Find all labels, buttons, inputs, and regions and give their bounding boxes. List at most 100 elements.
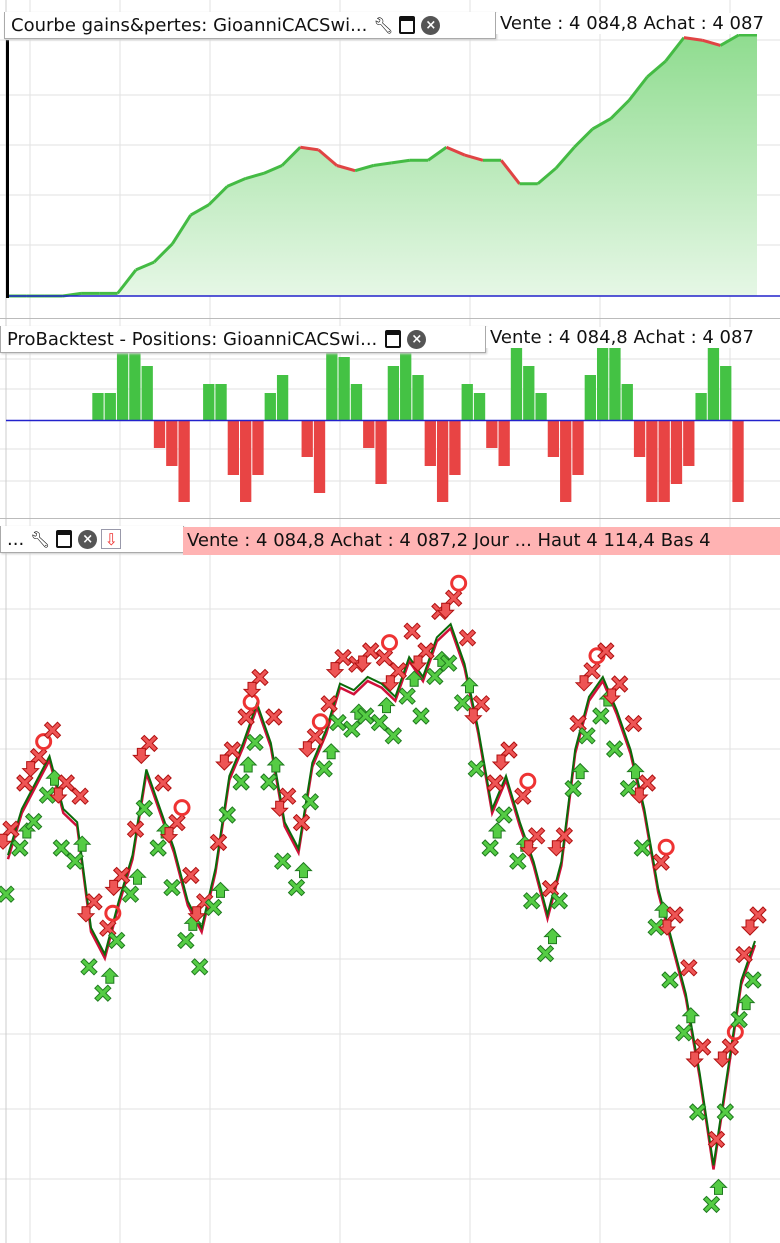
buy-exit-marker [633, 839, 652, 857]
buy-arrow-marker [709, 1178, 728, 1195]
window-icon[interactable] [397, 15, 417, 35]
buy-exit-marker [384, 727, 403, 745]
sell-exit-marker [458, 629, 477, 647]
stop-marker [450, 574, 468, 592]
stop-marker [311, 713, 329, 731]
buy-exit-marker [688, 1103, 707, 1121]
buy-arrow-marker [681, 1007, 701, 1024]
positions-readout: Vente : 4 084,8 Achat : 4 087 [486, 327, 758, 348]
sell-arrow-marker [21, 761, 40, 778]
close-icon[interactable]: × [78, 529, 98, 549]
position-bar [276, 375, 289, 420]
equity-segment [536, 166, 558, 185]
buy-exit-marker [453, 694, 472, 712]
buy-exit-marker [121, 885, 140, 903]
buy-exit-marker [24, 812, 43, 831]
position-bar [412, 375, 424, 420]
sell-exit-marker [735, 945, 753, 964]
equity-segment [664, 36, 686, 63]
buy-exit-marker [80, 958, 98, 976]
buy-exit-marker [94, 984, 112, 1002]
buy-arrow-marker [404, 670, 424, 687]
price-header[interactable]: ... 🔧︎ × ⇩ [0, 526, 184, 553]
price-panel: ... 🔧︎ × ⇩ Vente : 4 084,8 Achat : 4 087… [0, 518, 780, 1243]
position-bar [449, 421, 461, 475]
close-icon[interactable]: × [407, 329, 427, 349]
sell-exit-marker [126, 820, 145, 838]
stop-marker [35, 733, 53, 751]
buy-exit-marker [107, 931, 126, 950]
window-icon[interactable] [54, 529, 74, 549]
position-bar [621, 384, 633, 420]
sell-exit-marker [209, 833, 228, 852]
equity-segment [391, 158, 411, 165]
sell-arrow-marker [325, 662, 345, 679]
buy-exit-marker [619, 779, 638, 798]
equity-segment [280, 146, 302, 167]
buy-exit-marker [66, 852, 84, 870]
wrench-icon[interactable]: 🔧︎ [30, 529, 51, 549]
buy-exit-marker [412, 707, 430, 725]
equity-title: Courbe gains&pertes: GioanniCACSwi... [11, 14, 368, 36]
position-bar [646, 421, 658, 502]
position-bar [129, 348, 141, 420]
price-chart [0, 519, 780, 1243]
buy-exit-marker [260, 773, 278, 791]
sell-exit-marker [182, 866, 200, 885]
equity-segment [116, 268, 138, 295]
stop-marker [657, 838, 675, 856]
equity-segment [445, 145, 466, 157]
sell-exit-marker [16, 774, 34, 792]
equity-segment [683, 36, 703, 42]
stop-marker [519, 772, 537, 790]
sell-arrow-marker [519, 840, 538, 857]
buy-exit-marker [509, 852, 527, 870]
buy-exit-marker [204, 898, 223, 917]
position-bar [436, 421, 449, 502]
buy-exit-marker [232, 773, 250, 791]
buy-arrow-marker [266, 756, 286, 773]
position-bar [707, 348, 720, 420]
buy-arrow-marker [72, 835, 92, 852]
buy-exit-marker [11, 839, 29, 857]
sell-arrow-marker [574, 675, 594, 692]
equity-chart [0, 0, 780, 318]
position-bar [252, 421, 264, 475]
equity-panel: Courbe gains&pertes: GioanniCACSwi... 🔧︎… [0, 0, 780, 318]
buy-exit-marker [578, 727, 596, 745]
buy-exit-marker [592, 707, 610, 725]
buy-exit-marker [522, 892, 541, 910]
positions-header[interactable]: ProBacktest - Positions: GioanniCACSwi..… [0, 326, 486, 353]
sell-arrow-marker [602, 688, 621, 705]
sell-exit-marker [486, 774, 504, 792]
buy-exit-marker [329, 713, 347, 732]
buy-arrow-marker [321, 743, 341, 760]
buy-exit-marker [661, 971, 679, 989]
position-bar [560, 421, 572, 502]
position-bar [326, 339, 338, 420]
close-icon[interactable]: × [421, 15, 441, 35]
equity-segment [500, 159, 521, 185]
buy-arrow-marker [460, 677, 479, 694]
position-bar [683, 421, 695, 466]
price-readout: Vente : 4 084,8 Achat : 4 087,2 Jour ...… [183, 527, 780, 555]
sell-arrow-marker [215, 754, 234, 771]
position-bar [535, 393, 547, 420]
buy-arrow-marker [100, 967, 120, 984]
sell-arrow-marker [464, 708, 483, 725]
position-bar [424, 421, 436, 466]
equity-segment [207, 185, 229, 206]
download-icon[interactable]: ⇩ [101, 529, 122, 549]
window-icon[interactable] [383, 329, 403, 349]
equity-header[interactable]: Courbe gains&pertes: GioanniCACSwi... 🔧︎… [4, 12, 496, 39]
buy-arrow-marker [543, 927, 562, 945]
sell-arrow-marker [630, 787, 649, 804]
equity-segment [153, 242, 174, 264]
sell-exit-marker [320, 695, 338, 713]
wrench-icon[interactable]: 🔧︎ [373, 15, 394, 35]
position-bar [584, 375, 596, 420]
buy-arrow-marker [211, 881, 230, 898]
buy-exit-marker [481, 839, 499, 857]
sell-arrow-marker [104, 879, 123, 897]
sell-exit-marker [707, 1130, 726, 1149]
